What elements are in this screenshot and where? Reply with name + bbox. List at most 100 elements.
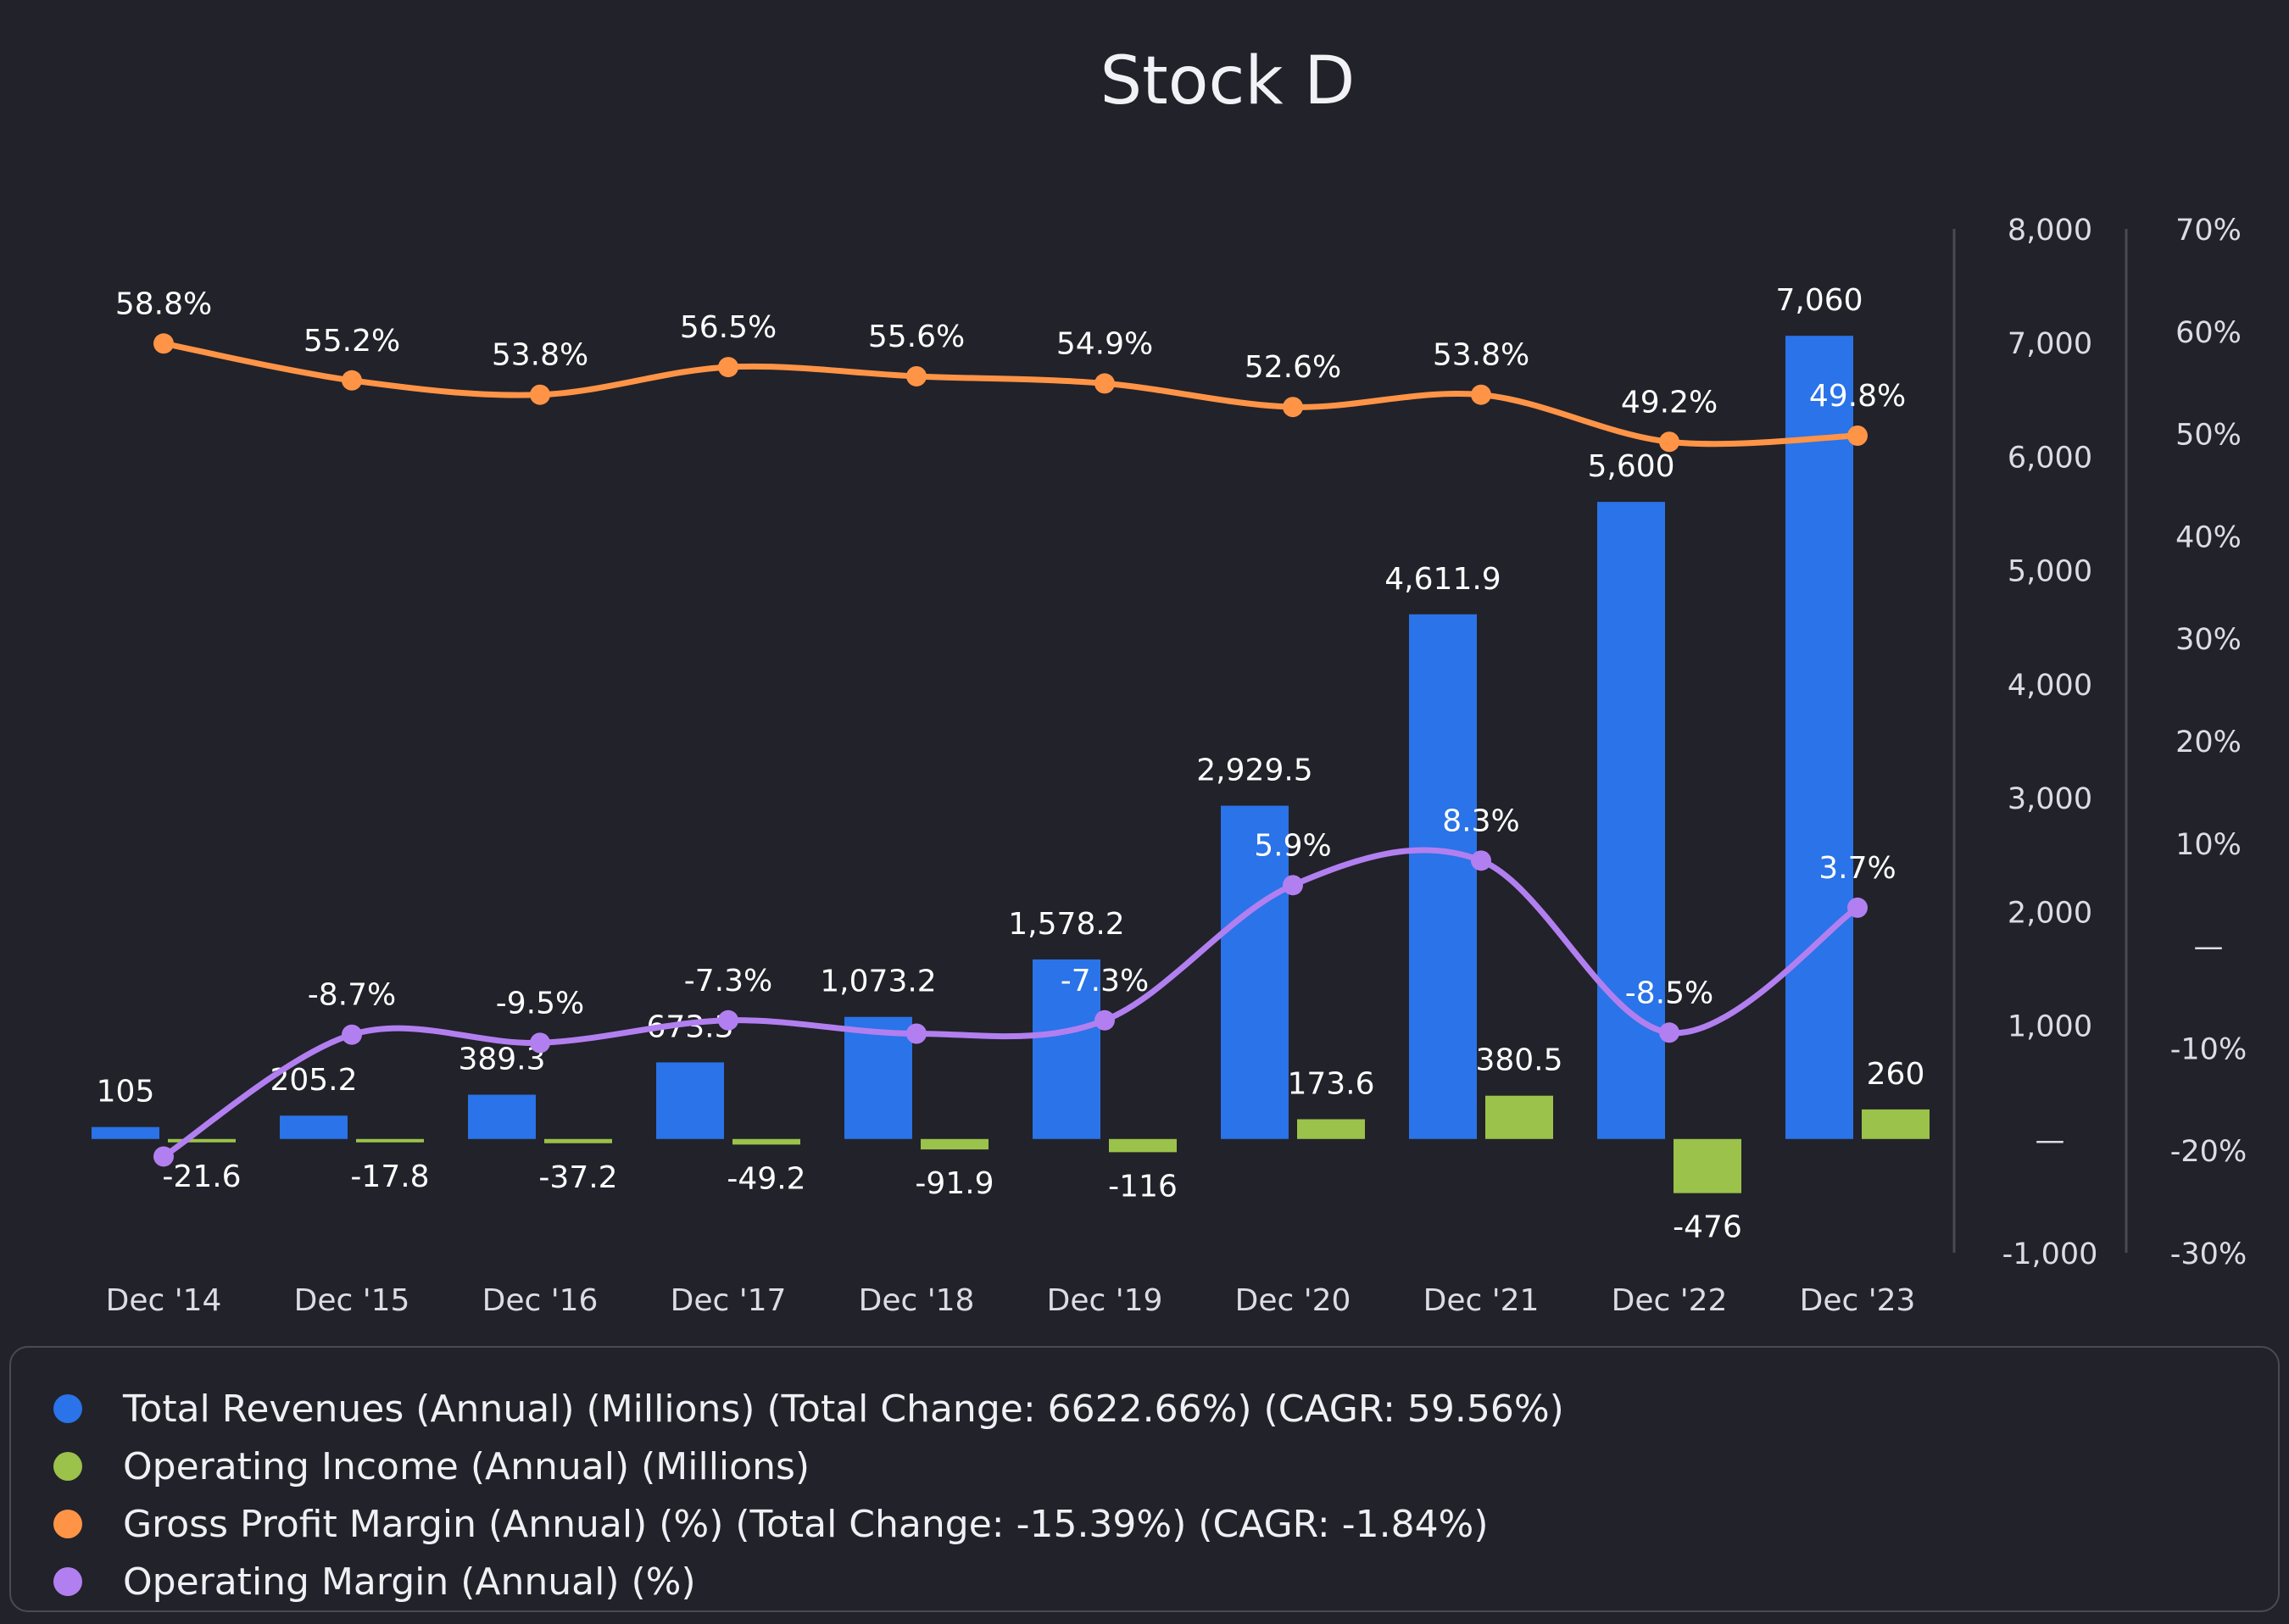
- legend-item-total-revenues[interactable]: Total Revenues (Annual) (Millions) (Tota…: [53, 1383, 1564, 1434]
- legend-item-gross-profit-margin[interactable]: Gross Profit Margin (Annual) (%) (Total …: [53, 1499, 1489, 1549]
- legend-label-operating-income: Operating Income (Annual) (Millions): [123, 1444, 810, 1488]
- point-gross-profit-margin: [906, 365, 927, 387]
- x-tick-label: Dec '23: [1800, 1283, 1916, 1318]
- y-left-tick-label: 5,000: [2008, 555, 2092, 589]
- y-right-tick-label: 30%: [2175, 623, 2242, 657]
- point-gross-profit-margin: [1094, 373, 1115, 394]
- legend-item-operating-income[interactable]: Operating Income (Annual) (Millions): [53, 1441, 810, 1492]
- legend-marker-gross-profit-margin: [53, 1510, 82, 1538]
- bar-operating-income: [921, 1138, 989, 1150]
- data-label-gross-profit-margin: 49.8%: [1809, 379, 1906, 414]
- bar-total-revenues: [1409, 614, 1477, 1139]
- bar-total-revenues: [844, 1016, 912, 1139]
- data-label-gross-profit-margin: 53.8%: [1433, 338, 1529, 373]
- y-left-tick-label: 2,000: [2008, 896, 2092, 930]
- point-gross-profit-margin: [718, 357, 738, 378]
- point-gross-profit-margin: [153, 333, 174, 354]
- data-label-total-revenues: 105: [97, 1075, 155, 1110]
- point-gross-profit-margin: [1847, 425, 1868, 447]
- bar-total-revenues: [1033, 959, 1100, 1139]
- data-label-operating-margin: -8.5%: [1625, 976, 1713, 1010]
- y-right-tick-label: -10%: [2170, 1032, 2247, 1066]
- x-tick-label: Dec '21: [1423, 1283, 1540, 1318]
- bar-operating-income: [356, 1138, 424, 1143]
- y-right-tick-label: 20%: [2175, 726, 2242, 759]
- data-label-gross-profit-margin: 56.5%: [680, 310, 777, 345]
- point-operating-margin: [906, 1023, 927, 1044]
- data-label-operating-income: -476: [1673, 1210, 1742, 1245]
- legend-marker-operating-margin: [53, 1567, 82, 1596]
- bar-operating-income: [732, 1138, 800, 1145]
- bar-operating-income: [1109, 1138, 1177, 1153]
- point-gross-profit-margin: [1471, 384, 1491, 405]
- data-label-operating-income: 380.5: [1475, 1043, 1562, 1078]
- point-gross-profit-margin: [342, 370, 362, 391]
- data-label-total-revenues: 4,611.9: [1384, 562, 1501, 597]
- y-right-tick-label: 70%: [2175, 214, 2242, 247]
- y-right-tick-label: 60%: [2175, 316, 2242, 350]
- y-left-tick-label: 7,000: [2008, 327, 2092, 361]
- data-label-operating-margin: 8.3%: [1442, 804, 1519, 838]
- legend-marker-operating-income: [53, 1452, 82, 1481]
- y-left-tick-label: 3,000: [2008, 782, 2092, 816]
- bar-operating-income: [1862, 1109, 1930, 1139]
- point-operating-margin: [1283, 875, 1303, 896]
- y-right-tick-label: -20%: [2170, 1135, 2247, 1169]
- bar-total-revenues: [1597, 502, 1665, 1139]
- point-gross-profit-margin: [1283, 397, 1303, 418]
- data-label-gross-profit-margin: 58.8%: [115, 286, 212, 321]
- point-operating-margin: [1094, 1009, 1115, 1031]
- y-right-tick-label: —: [2194, 931, 2224, 965]
- data-label-operating-income: -49.2: [727, 1161, 805, 1196]
- point-operating-margin: [1471, 850, 1491, 871]
- legend-marker-total-revenues: [53, 1394, 82, 1423]
- data-label-operating-margin: -9.5%: [496, 986, 584, 1021]
- y-left-tick-label: 1,000: [2008, 1010, 2092, 1044]
- data-label-gross-profit-margin: 55.6%: [868, 320, 965, 354]
- legend-label-operating-margin: Operating Margin (Annual) (%): [123, 1560, 696, 1604]
- x-tick-label: Dec '20: [1235, 1283, 1351, 1318]
- legend-label-gross-profit-margin: Gross Profit Margin (Annual) (%) (Total …: [123, 1502, 1489, 1546]
- data-label-operating-margin: 5.9%: [1254, 828, 1331, 863]
- data-label-operating-margin: -8.7%: [308, 978, 396, 1013]
- data-label-total-revenues: 5,600: [1587, 449, 1674, 484]
- data-label-gross-profit-margin: 54.9%: [1056, 326, 1153, 361]
- data-label-operating-income: -37.2: [538, 1160, 617, 1195]
- line-operating-margin: [160, 847, 1861, 1160]
- data-label-operating-margin: 3.7%: [1818, 851, 1896, 886]
- y-left-tick-label: —: [2036, 1124, 2065, 1158]
- x-tick-label: Dec '17: [671, 1283, 787, 1318]
- bar-operating-income: [544, 1138, 612, 1143]
- data-label-gross-profit-margin: 49.2%: [1621, 385, 1718, 420]
- bar-operating-income: [1674, 1138, 1741, 1193]
- bar-operating-income: [1297, 1119, 1365, 1139]
- bar-operating-income: [168, 1138, 236, 1143]
- data-label-operating-income: 173.6: [1287, 1066, 1374, 1101]
- point-operating-margin: [1659, 1022, 1679, 1043]
- legend-item-operating-margin[interactable]: Operating Margin (Annual) (%): [53, 1556, 696, 1607]
- y-left-tick-label: 4,000: [2008, 669, 2092, 703]
- data-label-operating-income: -17.8: [350, 1160, 429, 1194]
- point-operating-margin: [530, 1032, 550, 1054]
- y-left-tick-label: 6,000: [2008, 441, 2092, 475]
- data-label-total-revenues: 7,060: [1775, 283, 1863, 318]
- data-label-total-revenues: 2,929.5: [1196, 754, 1312, 788]
- x-tick-label: Dec '14: [106, 1283, 222, 1318]
- y-right-tick-label: -30%: [2170, 1237, 2247, 1271]
- y-right-tick-label: 40%: [2175, 520, 2242, 554]
- bar-total-revenues: [92, 1126, 159, 1139]
- bar-total-revenues: [1221, 805, 1289, 1139]
- point-operating-margin: [153, 1146, 174, 1167]
- point-operating-margin: [718, 1009, 738, 1031]
- data-label-operating-income: -21.6: [162, 1160, 241, 1194]
- x-tick-label: Dec '16: [482, 1283, 599, 1318]
- x-tick-label: Dec '22: [1612, 1283, 1728, 1318]
- point-gross-profit-margin: [1659, 431, 1679, 453]
- data-label-total-revenues: 1,578.2: [1008, 907, 1124, 942]
- bar-total-revenues: [468, 1094, 536, 1139]
- point-operating-margin: [342, 1024, 362, 1045]
- data-label-gross-profit-margin: 52.6%: [1245, 350, 1341, 385]
- line-gross-profit-margin: [160, 340, 1861, 448]
